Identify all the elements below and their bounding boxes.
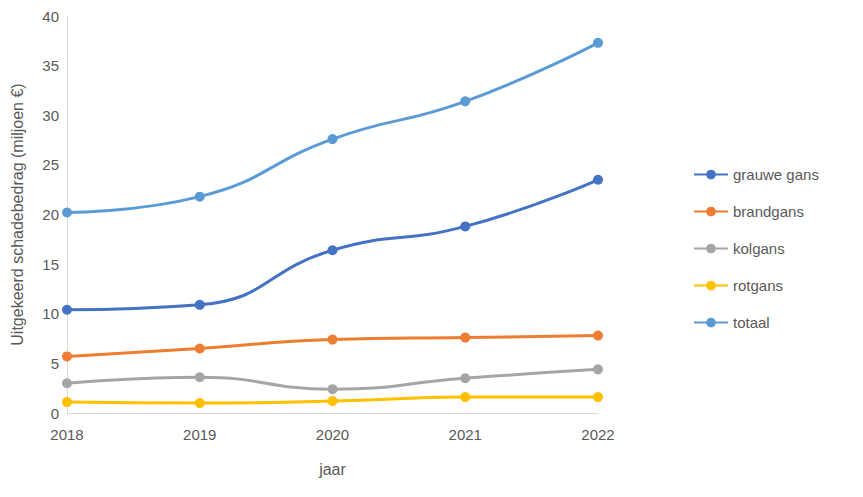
svg-text:2018: 2018 (50, 426, 83, 443)
svg-text:brandgans: brandgans (733, 203, 804, 220)
svg-text:totaal: totaal (733, 314, 770, 331)
svg-text:2021: 2021 (449, 426, 482, 443)
svg-text:grauwe gans: grauwe gans (733, 166, 819, 183)
svg-text:kolgans: kolgans (733, 240, 785, 257)
svg-text:Uitgekeerd schadebedrag (miljo: Uitgekeerd schadebedrag (miljoen €) (9, 83, 26, 345)
svg-text:20: 20 (42, 206, 59, 223)
svg-text:2019: 2019 (183, 426, 216, 443)
svg-text:2022: 2022 (581, 426, 614, 443)
svg-text:0: 0 (51, 405, 59, 422)
svg-text:15: 15 (42, 256, 59, 273)
svg-text:25: 25 (42, 156, 59, 173)
svg-text:35: 35 (42, 57, 59, 74)
svg-text:5: 5 (51, 355, 59, 372)
svg-text:30: 30 (42, 107, 59, 124)
svg-text:40: 40 (42, 8, 59, 25)
svg-text:2020: 2020 (316, 426, 349, 443)
svg-text:10: 10 (42, 305, 59, 322)
svg-text:jaar: jaar (318, 461, 346, 478)
svg-text:rotgans: rotgans (733, 277, 783, 294)
